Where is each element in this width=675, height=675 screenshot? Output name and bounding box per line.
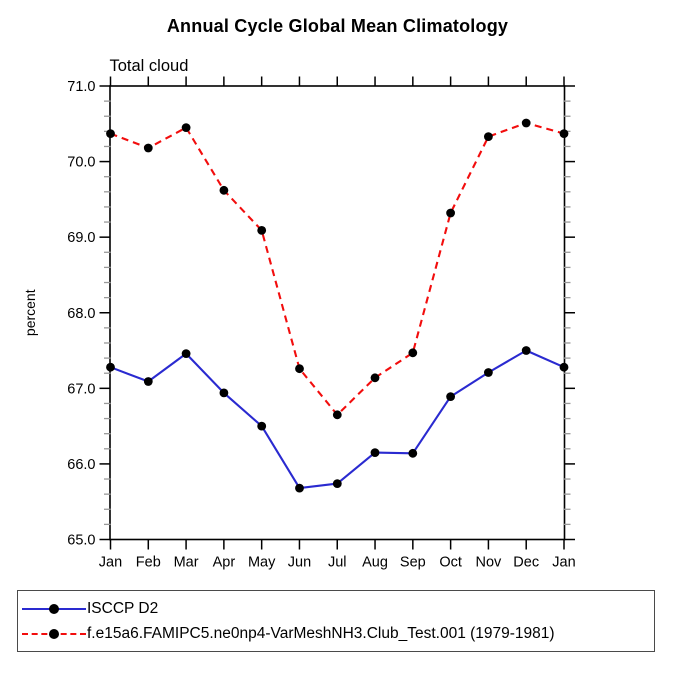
svg-text:Nov: Nov — [476, 555, 503, 571]
chart-canvas: 65.0 66.0 67.0 68.0 69.0 70.0 71.0 Jan Feb Mar Apr… — [22, 57, 576, 571]
y-axis-label-group: percent — [22, 289, 38, 336]
svg-text:Apr: Apr — [213, 555, 236, 571]
svg-text:May: May — [248, 555, 276, 571]
svg-text:Mar: Mar — [174, 555, 199, 571]
y-major-ticks — [99, 85, 575, 541]
svg-text:66.0: 66.0 — [67, 457, 95, 473]
svg-text:Jul: Jul — [328, 555, 347, 571]
x-ticks — [109, 76, 565, 550]
chart-subtitle: Total cloud — [110, 57, 189, 75]
series-0 — [106, 346, 569, 493]
marker-dot-icon — [49, 603, 59, 614]
legend-line-sample-solid — [22, 603, 86, 614]
svg-text:Jan: Jan — [99, 555, 122, 571]
legend-label-model: f.e15a6.FAMIPC5.ne0np4-VarMeshNH3.Club_T… — [87, 624, 555, 642]
svg-text:Jan: Jan — [552, 555, 575, 571]
svg-text:Feb: Feb — [136, 555, 161, 571]
svg-text:Sep: Sep — [400, 555, 426, 571]
legend-item-model: f.e15a6.FAMIPC5.ne0np4-VarMeshNH3.Club_T… — [18, 625, 654, 643]
y-minor-ticks — [104, 100, 571, 526]
series-1 — [106, 118, 569, 420]
svg-text:68.0: 68.0 — [67, 306, 95, 322]
y-tick-labels: 65.0 66.0 67.0 68.0 69.0 70.0 71.0 — [67, 79, 95, 549]
svg-text:Aug: Aug — [362, 555, 388, 571]
legend-label-isccp: ISCCP D2 — [87, 599, 159, 617]
x-tick-labels: Jan Feb Mar Apr May Jun Jul Aug Sep Oct Nov Dec Jan — [99, 555, 576, 571]
chart-legend: ISCCP D2 f.e15a6.FAMIPC5.ne0np4-VarMeshN… — [17, 590, 655, 652]
svg-text:67.0: 67.0 — [67, 381, 95, 397]
legend-line-sample-dashed — [22, 628, 86, 639]
svg-text:69.0: 69.0 — [67, 230, 95, 246]
svg-text:Jun: Jun — [288, 555, 311, 571]
subtitle: Total cloud — [110, 57, 189, 75]
axis-frame — [109, 85, 566, 541]
legend-item-isccp: ISCCP D2 — [18, 600, 654, 618]
svg-text:70.0: 70.0 — [67, 155, 95, 171]
y-axis-label: percent — [22, 289, 38, 336]
marker-dot-icon — [49, 628, 59, 639]
chart-title: Annual Cycle Global Mean Climatology — [166, 16, 509, 36]
svg-text:65.0: 65.0 — [67, 533, 95, 549]
svg-text:Dec: Dec — [513, 555, 539, 571]
svg-text:71.0: 71.0 — [67, 79, 95, 95]
svg-text:Oct: Oct — [439, 555, 462, 571]
